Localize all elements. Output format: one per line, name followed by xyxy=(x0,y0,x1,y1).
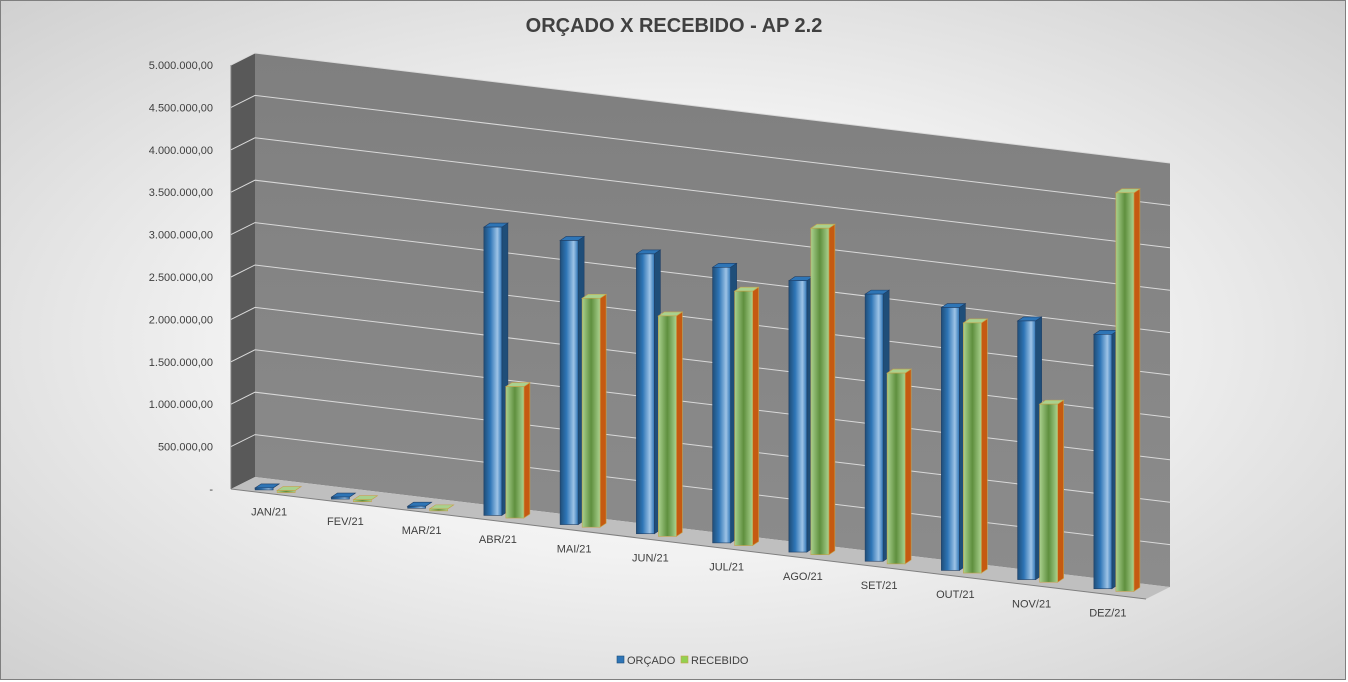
legend-item: ORÇADO xyxy=(616,655,676,667)
x-tick-label: FEV/21 xyxy=(327,516,364,528)
bar-orcado xyxy=(635,249,662,535)
y-tick-label: 5.000.000,00 xyxy=(149,60,213,72)
bar-recebido xyxy=(1114,188,1141,592)
floor-edge xyxy=(230,488,1147,600)
y-tick-label: 2.500.000,00 xyxy=(149,272,213,284)
bar-orcado xyxy=(787,276,814,553)
bar-recebido xyxy=(886,368,913,565)
x-tick-label: DEZ/21 xyxy=(1089,607,1126,619)
bar-recebido xyxy=(962,318,989,574)
bar-orcado xyxy=(406,501,433,509)
gridline xyxy=(230,94,1171,206)
gridline xyxy=(230,52,1171,164)
y-tick-label: 1.500.000,00 xyxy=(149,357,213,369)
gridline xyxy=(230,179,1171,291)
y-tick-label: 3.500.000,00 xyxy=(149,187,213,199)
legend: ORÇADO RECEBIDO xyxy=(616,655,749,667)
bar-orcado xyxy=(559,235,586,526)
bar-recebido xyxy=(276,486,303,493)
legend-label: RECEBIDO xyxy=(691,655,749,667)
bar-recebido xyxy=(733,286,760,547)
y-tick-label: 4.500.000,00 xyxy=(149,102,213,114)
legend-swatch xyxy=(616,655,625,664)
x-tick-label: NOV/21 xyxy=(1012,598,1051,610)
bar-orcado xyxy=(940,302,967,571)
legend-item: RECEBIDO xyxy=(680,655,749,667)
bar-orcado xyxy=(330,492,357,500)
x-tick-label: JUN/21 xyxy=(632,552,669,564)
bar-recebido xyxy=(809,223,836,556)
bar-recebido xyxy=(1038,399,1065,583)
bar-recebido xyxy=(352,495,379,503)
bars xyxy=(254,188,1141,592)
legend-label: ORÇADO xyxy=(627,655,676,667)
bar-orcado xyxy=(254,483,281,491)
bar-recebido xyxy=(504,382,531,519)
bar-orcado xyxy=(1092,329,1119,590)
floor xyxy=(231,477,1170,599)
bar-orcado xyxy=(482,222,509,516)
gridline xyxy=(230,137,1171,249)
bar-recebido xyxy=(581,293,608,528)
y-tick-label: 500.000,00 xyxy=(158,442,213,454)
x-tick-label: MAI/21 xyxy=(557,543,592,555)
x-tick-label: ABR/21 xyxy=(479,534,517,546)
x-tick-label: JAN/21 xyxy=(251,507,287,519)
chart-title: ORÇADO X RECEBIDO - AP 2.2 xyxy=(525,15,823,37)
bar-orcado xyxy=(864,289,891,562)
x-axis: JAN/21 FEV/21 MAR/21 ABR/21 MAI/21 JUN/21 JUL/… xyxy=(251,507,1126,620)
bar-recebido xyxy=(428,504,455,512)
y-tick-label: 4.000.000,00 xyxy=(149,145,213,157)
y-tick-label: 1.000.000,00 xyxy=(149,399,213,411)
x-tick-label: OUT/21 xyxy=(936,589,975,601)
y-tick-label: 3.000.000,00 xyxy=(149,230,213,242)
x-tick-label: MAR/21 xyxy=(402,525,442,537)
x-tick-label: AGO/21 xyxy=(783,571,823,583)
y-tick-label: - xyxy=(209,484,213,496)
bar-orcado xyxy=(1016,316,1043,581)
x-tick-label: SET/21 xyxy=(861,580,898,592)
bar-recebido xyxy=(657,311,684,537)
y-tick-label: 2.000.000,00 xyxy=(149,314,213,326)
bar-orcado xyxy=(711,262,738,544)
x-tick-label: JUL/21 xyxy=(709,562,744,574)
y-axis: - 500.000,00 1.000.000,00 1.500.000,00 2.000… xyxy=(149,60,214,496)
legend-swatch xyxy=(680,655,689,664)
